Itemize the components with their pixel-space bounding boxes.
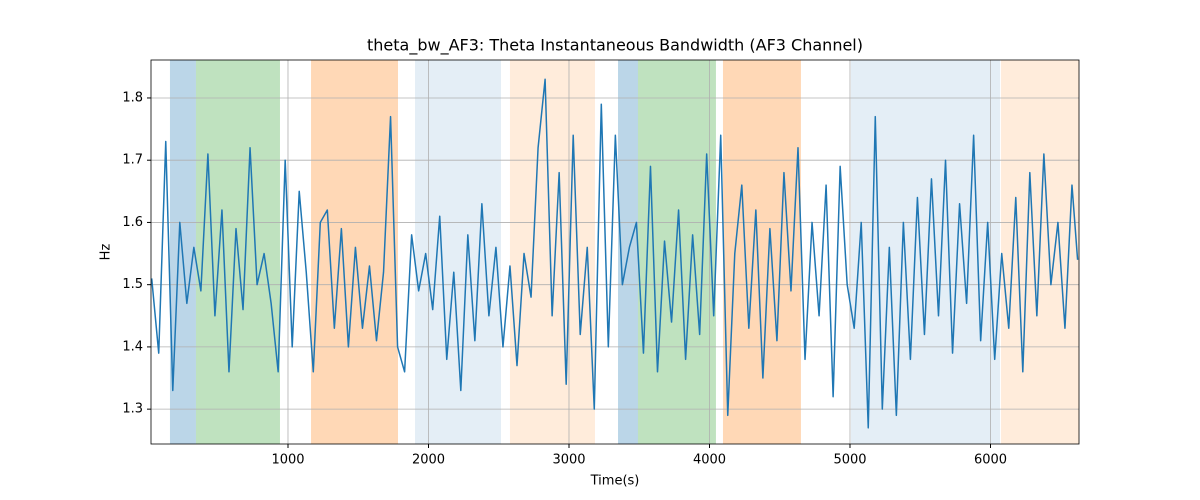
y-axis-label: Hz (99, 244, 114, 261)
y-tick-label: 1.3 (122, 402, 143, 417)
y-tick-label: 1.6 (122, 215, 143, 230)
shaded-span (509, 60, 595, 444)
x-tick-label: 6000 (974, 453, 1007, 468)
y-tick-label: 1.4 (122, 339, 143, 354)
y-tick-label: 1.7 (122, 153, 143, 168)
x-tick-label: 4000 (693, 453, 726, 468)
x-tick-label: 5000 (833, 453, 866, 468)
x-tick-label: 1000 (271, 453, 304, 468)
shaded-span (414, 60, 501, 444)
data-line (150, 78, 1079, 429)
x-axis-label: Time(s) (590, 474, 640, 489)
chart-title: theta_bw_AF3: Theta Instantaneous Bandwi… (367, 36, 863, 56)
y-tick-label: 1.5 (122, 277, 143, 292)
shaded-span (637, 60, 716, 444)
plot-frame (150, 59, 1080, 445)
x-tick-label: 3000 (552, 453, 585, 468)
y-tick-label: 1.8 (122, 90, 143, 105)
x-tick-label: 2000 (412, 453, 445, 468)
